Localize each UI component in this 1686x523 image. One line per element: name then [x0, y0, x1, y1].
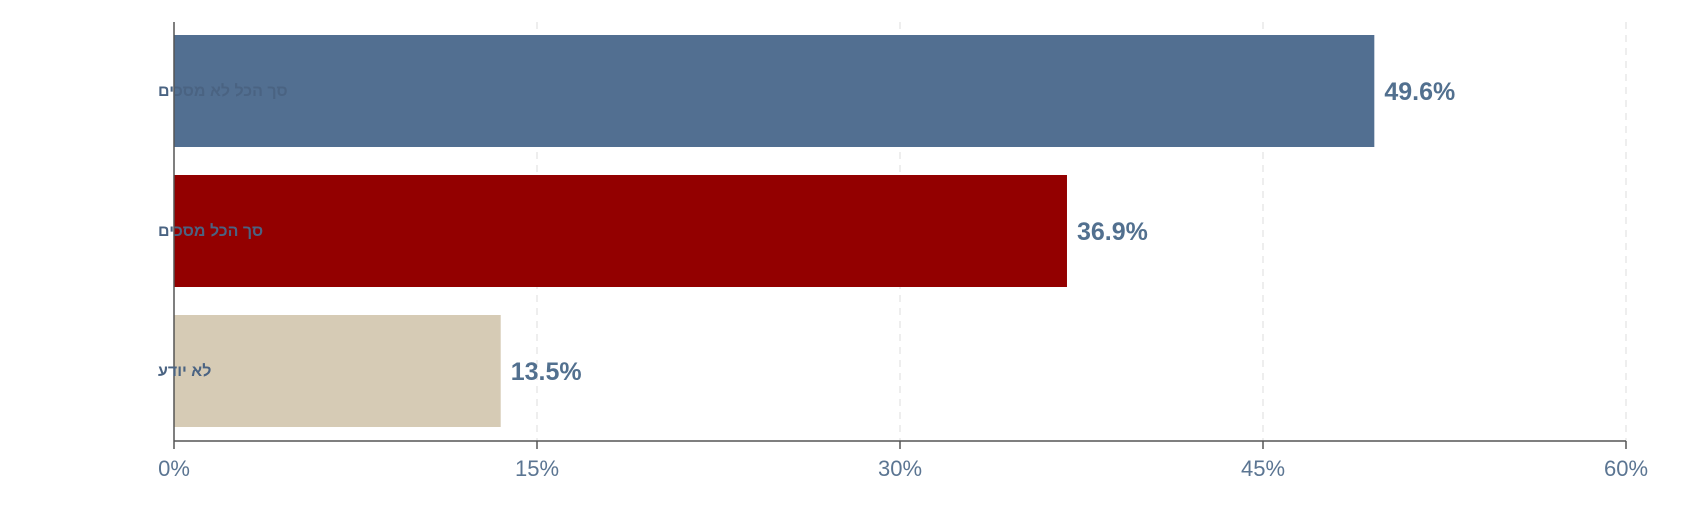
x-tick-label: 30% — [878, 456, 922, 481]
x-tick-label: 60% — [1604, 456, 1648, 481]
category-label: לא יודע — [158, 362, 211, 380]
category-label: סך הכל מסכים — [158, 222, 263, 240]
category-label: סך הכל לא מסכים — [158, 82, 288, 100]
bar — [174, 35, 1375, 147]
x-tick-label: 15% — [515, 456, 559, 481]
bar-value-label: 13.5% — [511, 358, 582, 386]
bar — [174, 175, 1067, 287]
x-ticks: 0% 15% 30% 45% 60% — [158, 441, 1648, 481]
bar-value-label: 49.6% — [1384, 78, 1455, 106]
x-tick-label: 0% — [158, 456, 190, 481]
x-tick-label: 45% — [1241, 456, 1285, 481]
labels: 49.6% סך הכל לא מסכים 36.9% סך הכל מסכים 13.… — [158, 78, 1455, 386]
bar-value-label: 36.9% — [1077, 218, 1148, 246]
bars — [174, 35, 1375, 427]
bar — [174, 315, 501, 427]
